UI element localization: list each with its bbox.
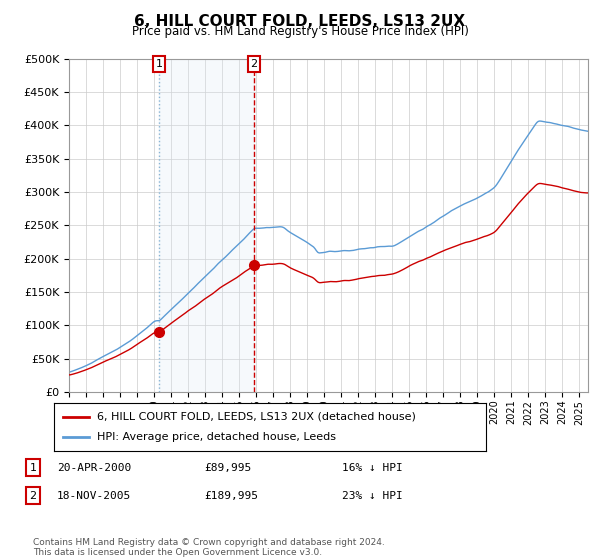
Text: 2: 2 [29, 491, 37, 501]
Text: 2: 2 [251, 59, 258, 69]
Text: 16% ↓ HPI: 16% ↓ HPI [342, 463, 403, 473]
Text: 18-NOV-2005: 18-NOV-2005 [57, 491, 131, 501]
Text: 20-APR-2000: 20-APR-2000 [57, 463, 131, 473]
Text: 1: 1 [155, 59, 163, 69]
Text: £189,995: £189,995 [204, 491, 258, 501]
Text: 23% ↓ HPI: 23% ↓ HPI [342, 491, 403, 501]
Text: 6, HILL COURT FOLD, LEEDS, LS13 2UX (detached house): 6, HILL COURT FOLD, LEEDS, LS13 2UX (det… [97, 412, 416, 422]
Text: £89,995: £89,995 [204, 463, 251, 473]
Text: Contains HM Land Registry data © Crown copyright and database right 2024.
This d: Contains HM Land Registry data © Crown c… [33, 538, 385, 557]
Text: HPI: Average price, detached house, Leeds: HPI: Average price, detached house, Leed… [97, 432, 336, 442]
Bar [159, 59, 254, 392]
Text: Price paid vs. HM Land Registry's House Price Index (HPI): Price paid vs. HM Land Registry's House … [131, 25, 469, 38]
Text: 1: 1 [29, 463, 37, 473]
Text: 6, HILL COURT FOLD, LEEDS, LS13 2UX: 6, HILL COURT FOLD, LEEDS, LS13 2UX [134, 14, 466, 29]
